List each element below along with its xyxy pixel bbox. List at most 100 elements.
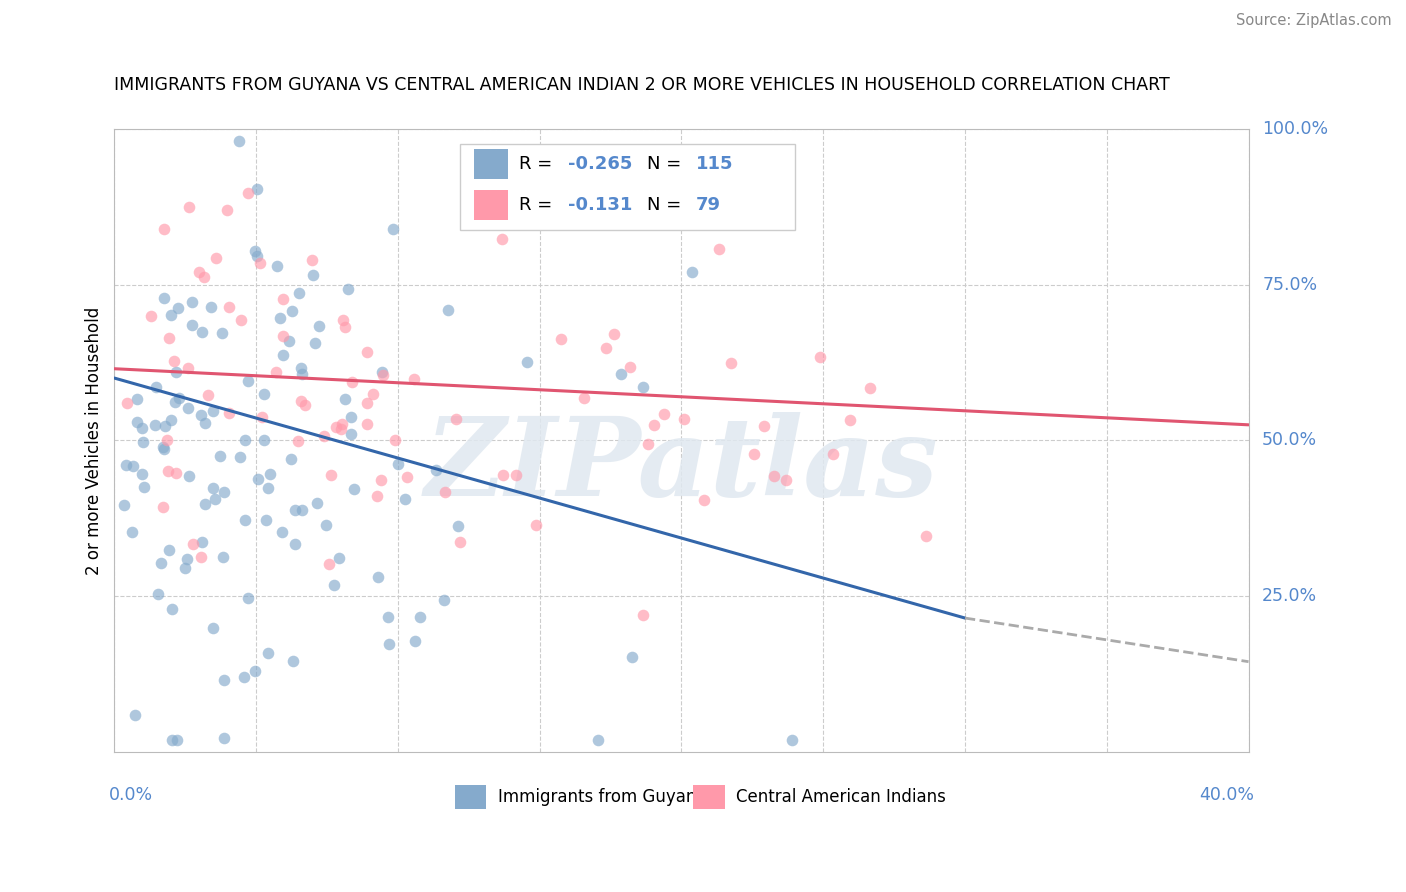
- Point: [181, 536, 204, 550]
- Point: [340, 409, 363, 424]
- FancyBboxPatch shape: [474, 149, 508, 179]
- Text: N =: N =: [647, 196, 688, 214]
- Point: [165, 395, 187, 409]
- Point: [152, 440, 174, 454]
- Point: [218, 300, 240, 314]
- Point: [387, 457, 409, 471]
- Point: [181, 318, 204, 333]
- Point: [434, 484, 457, 499]
- Point: [266, 259, 288, 273]
- Point: [166, 301, 188, 315]
- Point: [115, 396, 138, 410]
- Point: [194, 416, 217, 430]
- Point: [269, 311, 291, 326]
- Point: [323, 577, 346, 591]
- Point: [190, 534, 212, 549]
- Point: [631, 380, 654, 394]
- Text: -0.265: -0.265: [568, 155, 633, 173]
- Text: -0.131: -0.131: [568, 196, 633, 214]
- Point: [131, 421, 153, 435]
- Point: [404, 633, 426, 648]
- Point: [253, 434, 276, 448]
- Point: [371, 365, 394, 379]
- Point: [396, 469, 419, 483]
- Point: [336, 282, 359, 296]
- Point: [709, 243, 731, 257]
- Point: [162, 732, 184, 747]
- Point: [160, 602, 183, 616]
- Point: [204, 492, 226, 507]
- Point: [145, 380, 167, 394]
- Point: [201, 481, 224, 495]
- Point: [134, 480, 156, 494]
- Point: [742, 447, 765, 461]
- Point: [294, 398, 316, 412]
- Point: [780, 732, 803, 747]
- Point: [271, 348, 294, 362]
- Point: [218, 406, 240, 420]
- Point: [157, 331, 180, 345]
- Text: 25.0%: 25.0%: [1263, 587, 1317, 606]
- Point: [202, 622, 225, 636]
- Point: [859, 381, 882, 395]
- Text: N =: N =: [647, 155, 688, 173]
- Point: [233, 512, 256, 526]
- Point: [516, 354, 538, 368]
- Point: [254, 513, 277, 527]
- Point: [492, 468, 515, 483]
- FancyBboxPatch shape: [474, 191, 508, 220]
- Point: [821, 447, 844, 461]
- Point: [243, 664, 266, 678]
- Point: [378, 637, 401, 651]
- Point: [284, 536, 307, 550]
- Point: [330, 417, 353, 432]
- Point: [190, 549, 212, 564]
- Point: [343, 482, 366, 496]
- Point: [152, 442, 174, 457]
- Point: [333, 392, 356, 406]
- Point: [595, 341, 617, 355]
- Point: [291, 368, 314, 382]
- Point: [505, 468, 527, 483]
- Point: [159, 413, 181, 427]
- Point: [156, 434, 179, 448]
- Point: [290, 360, 312, 375]
- Point: [621, 649, 644, 664]
- FancyBboxPatch shape: [454, 785, 486, 809]
- Point: [330, 422, 353, 436]
- Text: Immigrants from Guyana: Immigrants from Guyana: [498, 788, 706, 806]
- Point: [201, 404, 224, 418]
- Point: [652, 407, 675, 421]
- Point: [259, 467, 281, 481]
- Point: [122, 458, 145, 473]
- FancyBboxPatch shape: [460, 145, 794, 230]
- Point: [214, 673, 236, 687]
- Y-axis label: 2 or more Vehicles in Household: 2 or more Vehicles in Household: [86, 306, 103, 574]
- Point: [148, 587, 170, 601]
- Text: 79: 79: [696, 196, 721, 214]
- Point: [603, 326, 626, 341]
- Text: 75.0%: 75.0%: [1263, 276, 1317, 293]
- Point: [132, 434, 155, 449]
- Point: [193, 269, 215, 284]
- Point: [328, 550, 350, 565]
- Point: [264, 366, 287, 380]
- Point: [153, 291, 176, 305]
- Point: [325, 420, 347, 434]
- Point: [233, 433, 256, 447]
- Point: [188, 265, 211, 279]
- Point: [720, 356, 742, 370]
- Point: [631, 608, 654, 623]
- Point: [284, 502, 307, 516]
- Point: [491, 232, 513, 246]
- Point: [205, 251, 228, 265]
- Point: [228, 134, 250, 148]
- Text: 100.0%: 100.0%: [1263, 120, 1329, 137]
- Text: 40.0%: 40.0%: [1199, 787, 1254, 805]
- Point: [177, 361, 200, 376]
- Point: [681, 265, 703, 279]
- Point: [839, 413, 862, 427]
- Point: [356, 345, 378, 359]
- Point: [281, 304, 304, 318]
- Text: ZIPatlas: ZIPatlas: [425, 411, 938, 519]
